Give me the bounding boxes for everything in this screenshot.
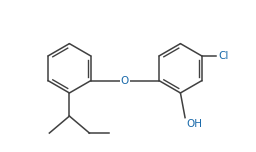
Text: Cl: Cl: [219, 51, 229, 61]
Text: OH: OH: [187, 119, 202, 129]
Text: O: O: [121, 76, 129, 86]
